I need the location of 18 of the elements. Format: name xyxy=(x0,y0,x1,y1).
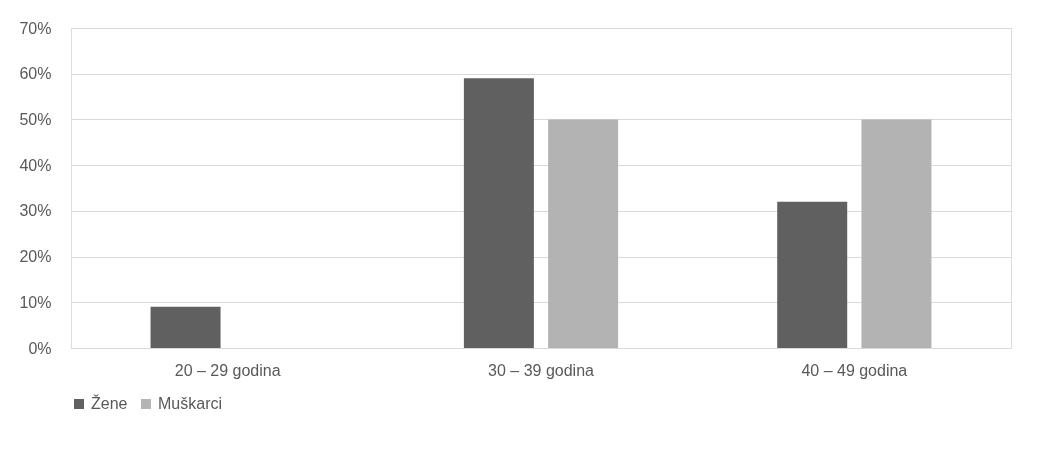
bar xyxy=(861,119,932,348)
y-tick-label: 10% xyxy=(19,293,52,311)
bar xyxy=(548,119,619,348)
legend-label: Žene xyxy=(91,394,128,412)
bar xyxy=(463,78,534,348)
x-tick-label: 30 – 39 godina xyxy=(488,361,595,379)
y-tick-label: 20% xyxy=(19,248,52,266)
bar xyxy=(777,201,848,348)
y-tick-label: 50% xyxy=(19,110,52,128)
x-tick-label: 20 – 29 godina xyxy=(174,361,281,379)
bar xyxy=(150,306,221,348)
y-tick-label: 30% xyxy=(19,202,52,220)
y-tick-label: 40% xyxy=(19,156,52,174)
y-tick-label: 0% xyxy=(28,339,52,357)
y-tick-label: 70% xyxy=(19,19,52,37)
y-tick-label: 60% xyxy=(19,65,52,83)
legend-label: Muškarci xyxy=(158,395,223,412)
x-tick-label: 40 – 49 godina xyxy=(801,361,908,379)
